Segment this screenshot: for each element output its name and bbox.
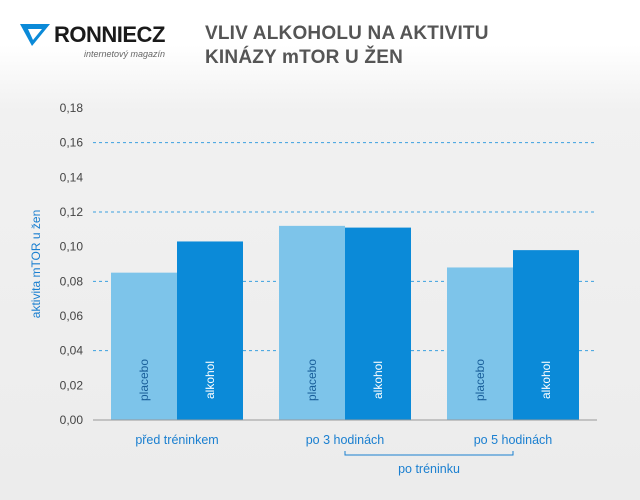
bar-series-label: placebo bbox=[473, 359, 487, 401]
group-bracket bbox=[344, 451, 514, 456]
bar-alkohol bbox=[177, 241, 243, 420]
bar-placebo bbox=[279, 225, 345, 420]
group-label: po tréninku bbox=[398, 462, 460, 476]
y-tick-label: 0,00 bbox=[60, 413, 84, 427]
x-category-label: před tréninkem bbox=[135, 433, 218, 447]
y-tick-label: 0,02 bbox=[60, 378, 84, 392]
bar-series-label: alkohol bbox=[371, 361, 385, 399]
chart-title-line-2: KINÁZY mTOR U ŽEN bbox=[205, 47, 403, 68]
bar-alkohol bbox=[513, 250, 579, 420]
y-axis-label: aktivita mTOR u žen bbox=[29, 210, 43, 318]
y-tick-label: 0,18 bbox=[60, 101, 84, 115]
bar-placebo bbox=[447, 267, 513, 420]
chart-title: VLIV ALKOHOLU NA AKTIVITU KINÁZY mTOR U … bbox=[205, 22, 489, 70]
bar-series-label: placebo bbox=[137, 359, 151, 401]
brand-tagline: internetový magazín bbox=[84, 49, 166, 59]
y-tick-label: 0,08 bbox=[60, 274, 84, 288]
brand-name: RONNIECZ bbox=[54, 22, 165, 47]
y-tick-label: 0,10 bbox=[60, 240, 84, 254]
y-tick-label: 0,04 bbox=[60, 344, 84, 358]
x-category-label: po 5 hodinách bbox=[474, 433, 553, 447]
x-category-label: po 3 hodinách bbox=[306, 433, 385, 447]
bar-series-label: placebo bbox=[305, 359, 319, 401]
y-tick-label: 0,16 bbox=[60, 136, 84, 150]
y-tick-label: 0,12 bbox=[60, 205, 84, 219]
y-tick-label: 0,14 bbox=[60, 170, 84, 184]
bar-series-label: alkohol bbox=[539, 361, 553, 399]
brand-logo: RONNIECZ internetový magazín bbox=[20, 18, 180, 62]
bar-series-label: alkohol bbox=[203, 361, 217, 399]
bar-placebo bbox=[111, 272, 177, 420]
chart-title-line-1: VLIV ALKOHOLU NA AKTIVITU bbox=[205, 23, 489, 44]
y-tick-label: 0,06 bbox=[60, 309, 84, 323]
logo-arrow-icon bbox=[20, 24, 50, 46]
bar-alkohol bbox=[345, 227, 411, 420]
